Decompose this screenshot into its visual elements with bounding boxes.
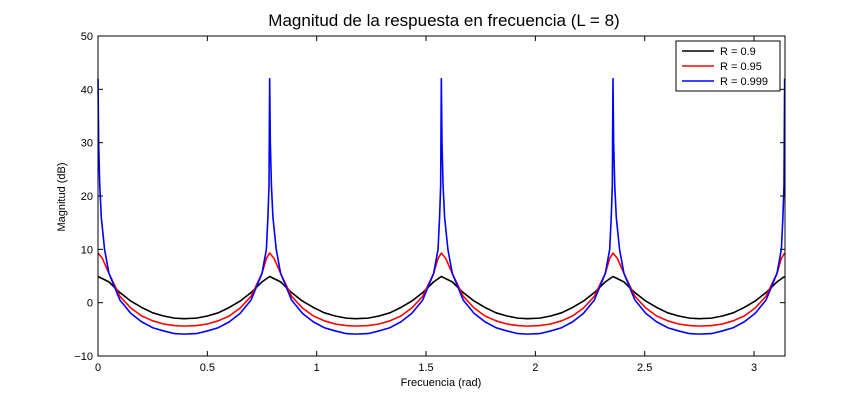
plot-area <box>97 77 786 335</box>
y-tick-label: 40 <box>81 84 93 96</box>
legend: R = 0.9 R = 0.95 R = 0.999 <box>675 40 781 92</box>
y-tick-label: 0 <box>87 298 93 310</box>
y-tick-label: 20 <box>81 191 93 203</box>
series-line-1 <box>97 252 786 327</box>
legend-entry: R = 0.999 <box>720 76 768 88</box>
legend-entry: R = 0.9 <box>720 46 756 58</box>
y-axis: −10 0 10 20 30 40 50 <box>74 31 785 363</box>
x-tick-label: 1.5 <box>418 362 433 374</box>
plot-frame <box>97 35 786 357</box>
x-tick-label: 0.5 <box>200 362 215 374</box>
x-axis-label: Frecuencia (rad) <box>401 377 482 389</box>
y-tick-label: −10 <box>74 351 93 363</box>
y-tick-label: 10 <box>81 244 93 256</box>
y-tick-label: 30 <box>81 138 93 150</box>
chart-title: Magnitud de la respuesta en frecuencia (… <box>268 11 619 30</box>
y-axis-label: Magnitud (dB) <box>56 162 68 231</box>
x-tick-label: 3 <box>751 362 757 374</box>
x-tick-label: 0 <box>95 362 101 374</box>
x-tick-label: 2.5 <box>637 362 652 374</box>
legend-entry: R = 0.95 <box>720 61 762 73</box>
series-line-2 <box>97 77 786 335</box>
x-tick-label: 2 <box>532 362 538 374</box>
x-tick-label: 1 <box>314 362 320 374</box>
y-tick-label: 50 <box>81 31 93 43</box>
x-axis: 0 0.5 1 1.5 2 2.5 3 <box>95 36 757 374</box>
series-line-0 <box>97 275 786 320</box>
